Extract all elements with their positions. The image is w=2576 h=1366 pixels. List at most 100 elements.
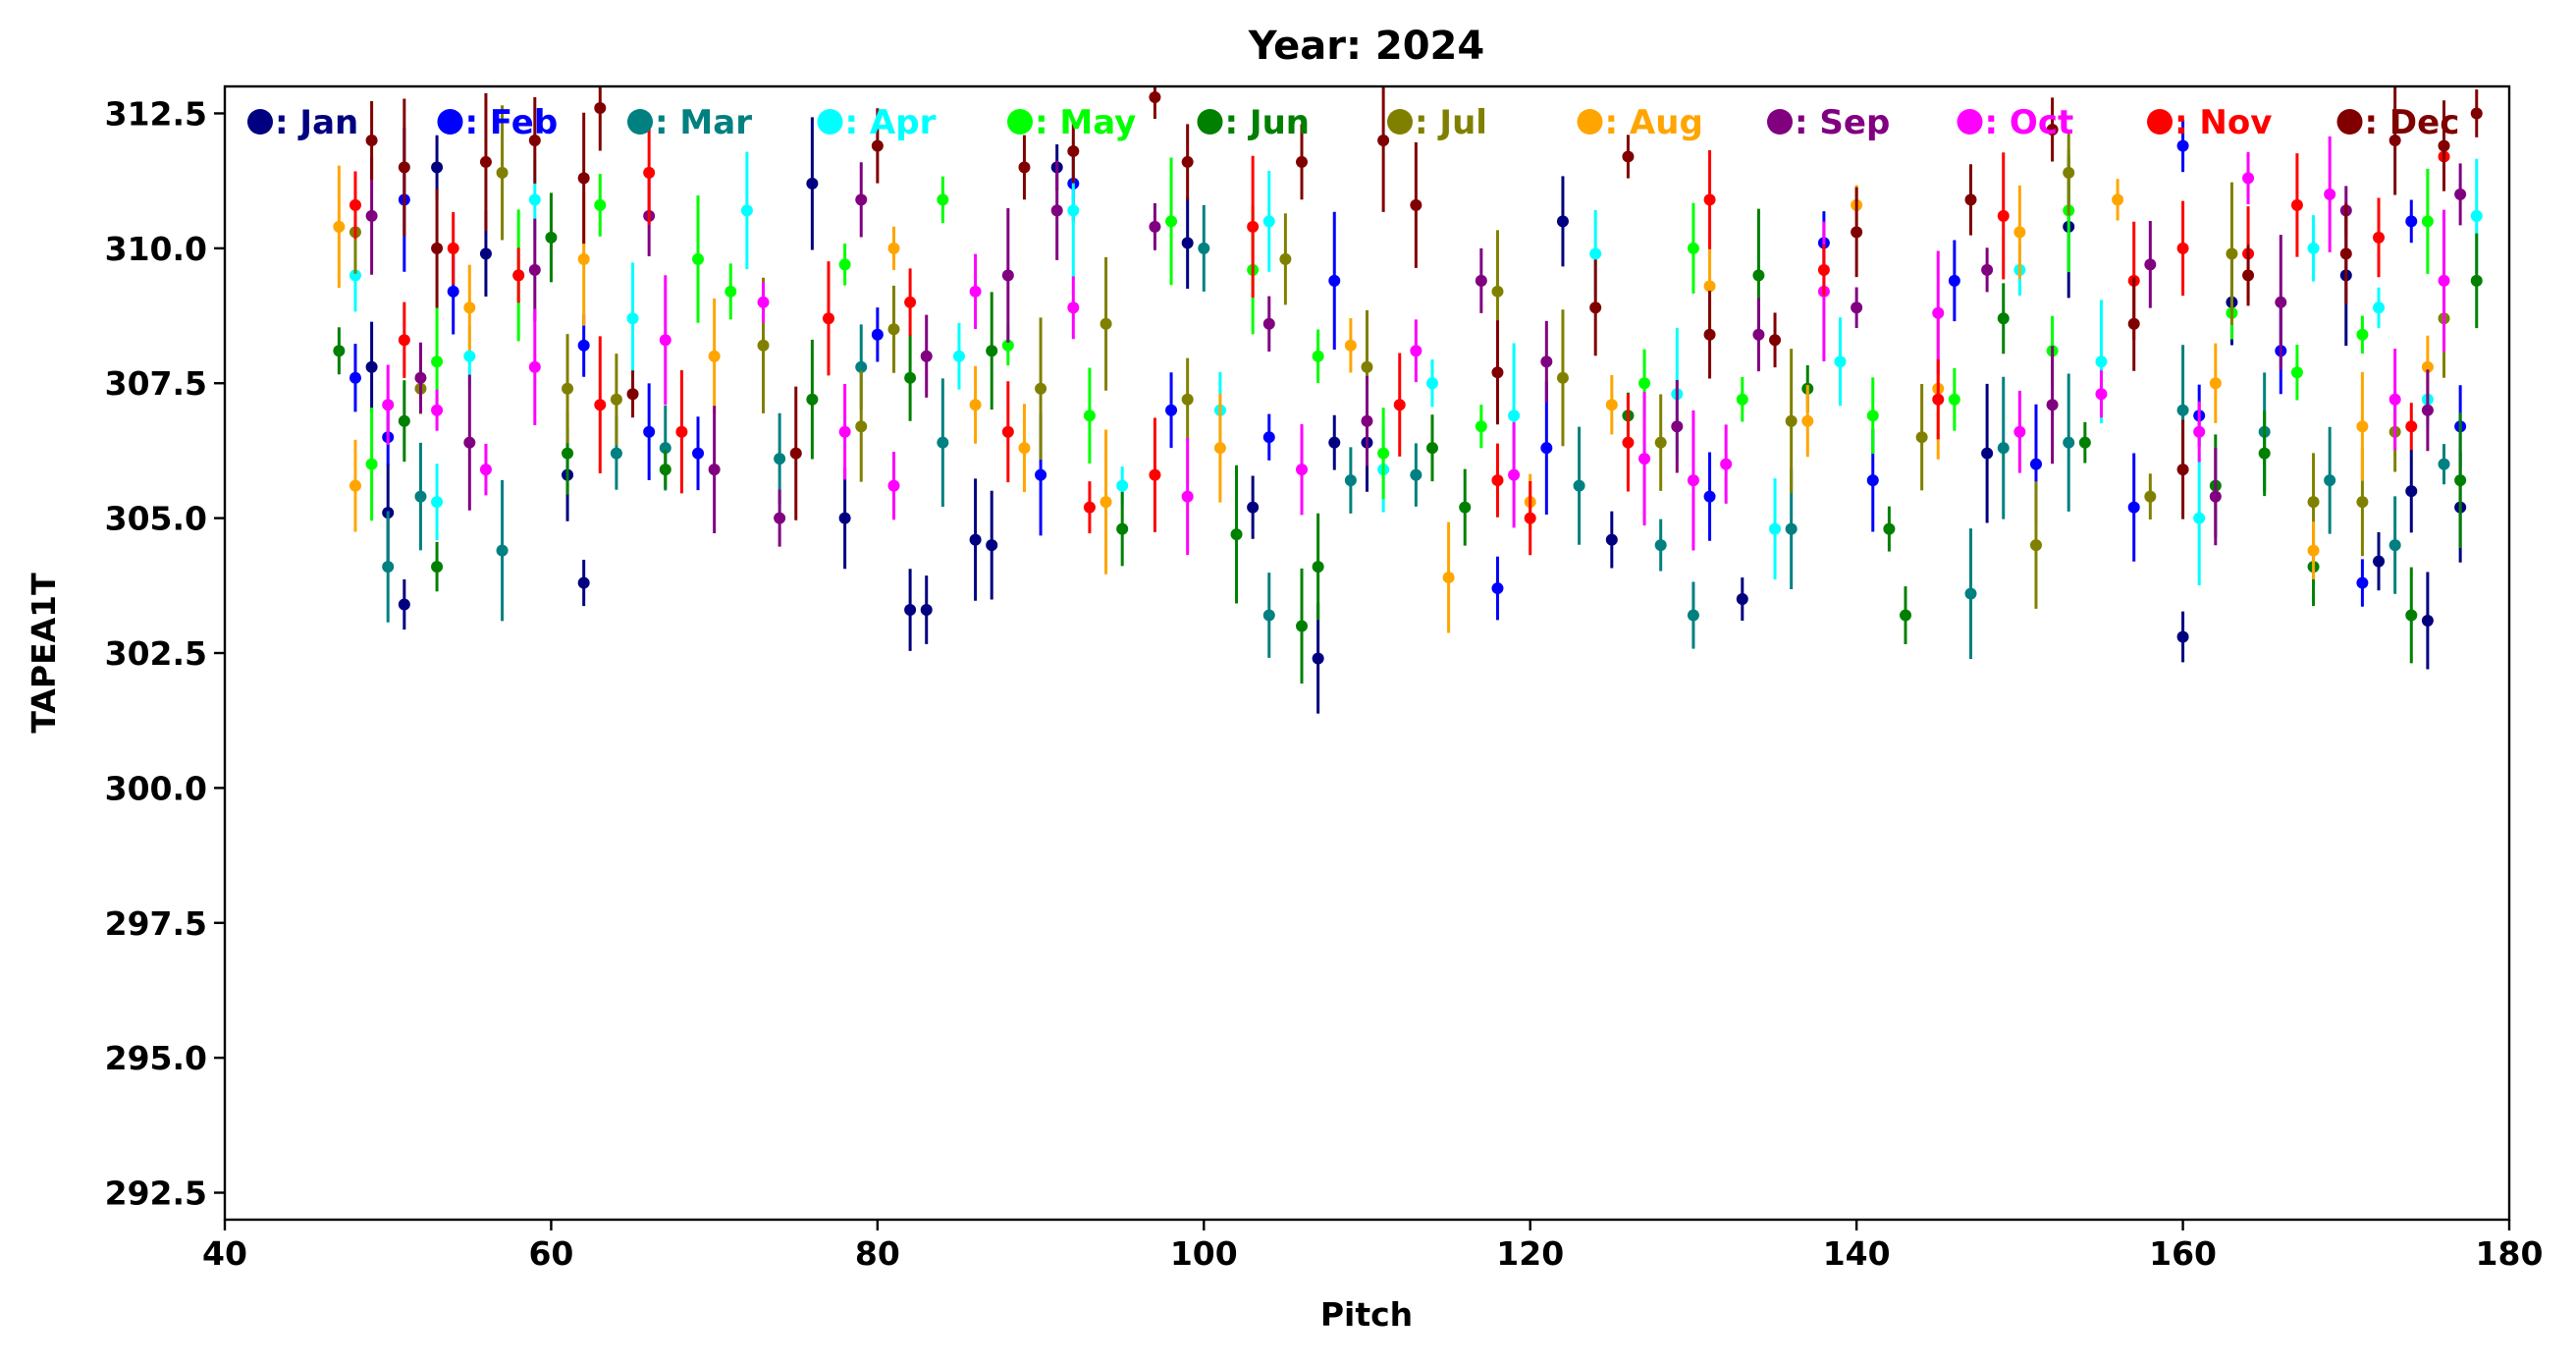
legend-label: : Oct xyxy=(1985,103,2074,142)
legend-marker xyxy=(627,109,653,135)
y-tick-label: 312.5 xyxy=(105,94,207,133)
data-point xyxy=(1475,420,1487,433)
data-point xyxy=(937,193,949,206)
y-tick-label: 297.5 xyxy=(105,904,207,943)
data-point xyxy=(365,209,378,222)
data-point xyxy=(1491,582,1504,595)
series-sep xyxy=(365,156,2467,547)
data-point xyxy=(1801,414,1814,427)
legend-item-nov: : Nov xyxy=(2147,103,2272,142)
data-point xyxy=(1817,263,1830,276)
data-point xyxy=(1556,215,1569,228)
data-point xyxy=(1459,501,1472,514)
data-point xyxy=(904,604,917,617)
data-point xyxy=(1262,215,1275,228)
data-point xyxy=(1262,317,1275,330)
data-point xyxy=(871,328,884,341)
data-point xyxy=(349,198,361,211)
data-point xyxy=(659,334,671,347)
data-point xyxy=(920,350,933,362)
data-point xyxy=(1018,442,1031,455)
data-point xyxy=(2421,215,2434,228)
data-point xyxy=(610,447,622,460)
data-point xyxy=(2438,139,2450,152)
data-point xyxy=(1393,399,1406,411)
data-point xyxy=(1964,587,1977,600)
data-point xyxy=(626,388,639,401)
data-point xyxy=(774,512,786,524)
data-point xyxy=(2046,399,2059,411)
data-point xyxy=(887,242,900,254)
data-point xyxy=(2454,188,2467,200)
data-point xyxy=(659,442,671,455)
data-point xyxy=(2176,139,2189,152)
data-point xyxy=(1703,490,1716,503)
data-point xyxy=(1981,447,1994,460)
data-point xyxy=(463,301,476,314)
data-point xyxy=(2209,490,2222,503)
data-point xyxy=(2421,615,2434,628)
data-point xyxy=(1296,620,1309,632)
data-point xyxy=(1181,155,1194,168)
data-point xyxy=(1344,474,1357,487)
data-point xyxy=(675,425,688,438)
data-point xyxy=(365,458,378,470)
data-point xyxy=(2356,328,2369,341)
legend-marker xyxy=(2147,109,2173,135)
data-point xyxy=(1116,522,1129,535)
data-point xyxy=(1687,474,1699,487)
data-point xyxy=(904,371,917,384)
data-point xyxy=(463,436,476,449)
data-point xyxy=(2013,425,2026,438)
data-point xyxy=(1312,652,1324,665)
legend-item-jul: : Jul xyxy=(1387,103,1487,142)
data-point xyxy=(2307,242,2320,254)
data-point xyxy=(333,345,346,357)
legend-marker xyxy=(1957,109,1983,135)
data-point xyxy=(887,323,900,336)
data-point xyxy=(1001,269,1014,282)
data-point xyxy=(2405,420,2418,433)
data-point xyxy=(431,161,444,174)
data-point xyxy=(1948,393,1960,406)
data-point xyxy=(1296,464,1309,476)
y-tick-label: 310.0 xyxy=(105,230,207,268)
data-point xyxy=(838,512,851,524)
data-point xyxy=(398,334,410,347)
series-layer xyxy=(333,86,2483,714)
legend-label: : May xyxy=(1035,103,1136,142)
data-point xyxy=(724,285,737,298)
data-point xyxy=(2275,296,2287,308)
data-point xyxy=(887,479,900,492)
data-point xyxy=(382,399,395,411)
y-tick-label: 307.5 xyxy=(105,364,207,403)
data-point xyxy=(855,360,868,373)
data-point xyxy=(871,139,884,152)
data-point xyxy=(431,561,444,574)
legend-item-may: : May xyxy=(1007,103,1136,142)
data-point xyxy=(2127,501,2140,514)
data-point xyxy=(692,447,705,460)
data-point xyxy=(2438,458,2450,470)
data-point xyxy=(594,399,607,411)
data-point xyxy=(562,447,574,460)
data-point xyxy=(2046,123,2059,136)
data-point xyxy=(2242,172,2255,185)
data-point xyxy=(365,134,378,146)
data-point xyxy=(1769,334,1782,347)
data-point xyxy=(1573,479,1585,492)
legend-marker xyxy=(1197,109,1223,135)
data-point xyxy=(2176,464,2189,476)
data-point xyxy=(1981,263,1994,276)
data-point xyxy=(1035,468,1047,481)
data-point xyxy=(414,371,427,384)
data-point xyxy=(1508,468,1521,481)
legend-marker xyxy=(817,109,843,135)
x-tick-label: 80 xyxy=(855,1234,900,1273)
data-point xyxy=(2373,301,2386,314)
data-point xyxy=(659,464,671,476)
data-point xyxy=(1149,220,1161,233)
data-point xyxy=(398,414,410,427)
data-point xyxy=(479,464,492,476)
data-point xyxy=(2063,436,2075,449)
